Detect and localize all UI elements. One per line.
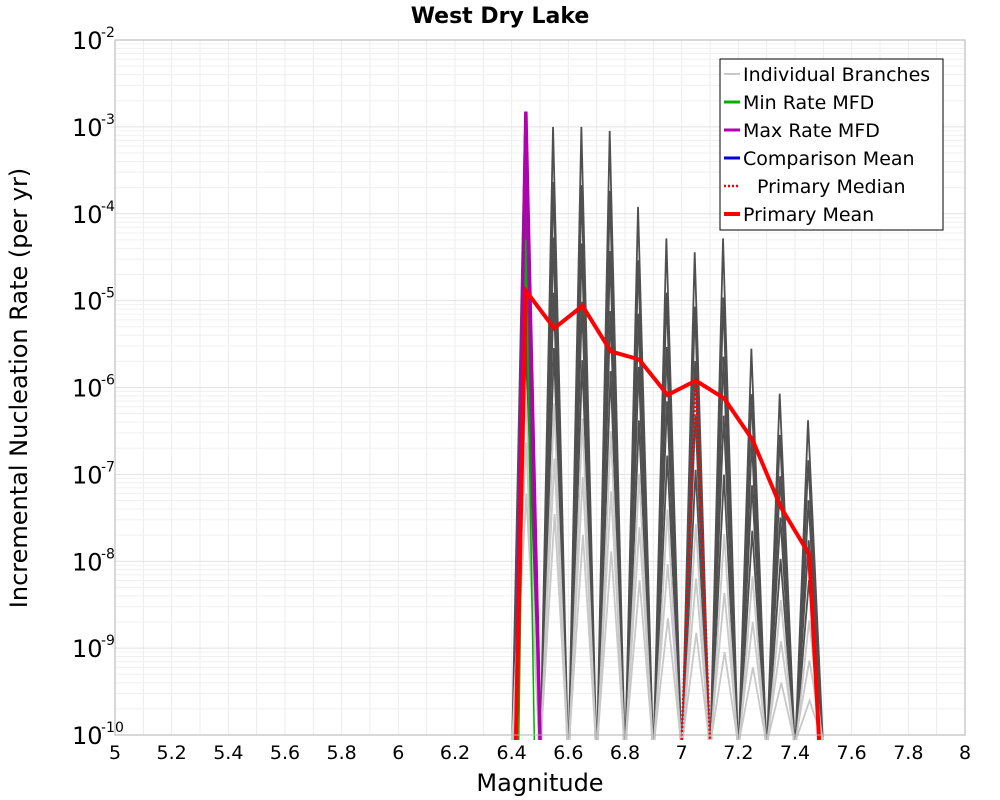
branch-spike: [539, 458, 569, 741]
y-tick-label: 10: [72, 635, 103, 663]
x-tick-label: 8: [959, 742, 971, 764]
individual-branches: [511, 126, 824, 741]
x-tick-label: 5.2: [157, 742, 187, 764]
legend-label: Comparison Mean: [743, 148, 915, 170]
x-tick-label: 7.4: [780, 742, 810, 764]
branch-spike: [795, 460, 824, 741]
x-tick-labels: 5 5.2 5.4 5.6 5.8 6 6.2 6.4 6.6 6.8 7 7.2 7.4 7.6 7.8 8: [109, 742, 971, 764]
x-tick-label: 5: [109, 742, 121, 764]
branch-spike: [738, 621, 767, 741]
branch-spike: [596, 551, 625, 741]
branch-spike: [710, 474, 739, 741]
branch-spike: [568, 360, 597, 741]
y-tick-label: 10: [72, 461, 103, 489]
branch-spike: [710, 533, 738, 741]
branch-spike: [738, 485, 767, 741]
legend: Individual Branches Min Rate MFD Max Rate …: [719, 58, 944, 231]
y-tick-exponent: -2: [101, 25, 115, 41]
y-tick-label: 10: [72, 548, 103, 576]
branch-spike: [710, 651, 739, 741]
y-tick-exponent: -6: [101, 373, 115, 389]
branch-spike: [540, 513, 569, 741]
branch-spike: [681, 632, 710, 741]
branch-spike: [596, 371, 625, 741]
branch-spike: [766, 682, 795, 741]
x-tick-label: 6.4: [497, 742, 527, 764]
branch-spike: [709, 592, 739, 741]
plot-frame: [114, 39, 966, 736]
branch-spike: [653, 401, 682, 741]
branch-spike: [738, 530, 767, 741]
y-tick-exponent: -4: [101, 199, 115, 215]
branch-spike: [767, 600, 795, 741]
legend-box: [719, 58, 944, 231]
y-tick-label: 10: [72, 114, 103, 142]
x-tick-label: 5.8: [327, 742, 357, 764]
branch-spike: [682, 524, 710, 741]
x-tick-label: 7.2: [723, 742, 753, 764]
legend-label: Primary Median: [757, 176, 906, 198]
y-tick-label: 10: [72, 375, 103, 403]
x-tick-label: 7.6: [837, 742, 867, 764]
y-tick-label: 10: [72, 722, 103, 750]
branch-spike: [738, 667, 767, 741]
x-tick-label: 6.2: [440, 742, 470, 764]
y-tick-label: 10: [72, 201, 103, 229]
x-tick-label: 7.8: [893, 742, 923, 764]
branch-spike: [624, 527, 654, 741]
y-axis-label: Incremental Nucleation Rate (per yr): [5, 168, 33, 608]
y-tick-exponent: -10: [101, 720, 124, 736]
branch-spike: [794, 540, 824, 741]
legend-label: Primary Mean: [743, 204, 874, 226]
branch-spike: [766, 641, 796, 741]
legend-label: Max Rate MFD: [743, 120, 880, 142]
x-tick-label: 5.6: [270, 742, 300, 764]
y-tick-exponent: -5: [101, 286, 115, 302]
x-axis-label: Magnitude: [476, 769, 603, 797]
branch-spike: [568, 476, 597, 741]
branch-spike: [625, 580, 654, 741]
y-tick-exponent: -3: [101, 112, 115, 128]
branch-spike: [568, 535, 597, 741]
legend-label: Min Rate MFD: [743, 92, 874, 114]
y-tick-exponent: -8: [101, 546, 115, 562]
y-tick-exponent: -7: [101, 459, 115, 475]
branch-spike: [653, 618, 682, 741]
chart-title: West Dry Lake: [411, 4, 590, 29]
y-tick-label: 10: [72, 288, 103, 316]
y-tick-label: 10: [72, 27, 103, 55]
branch-spike: [709, 415, 739, 741]
x-tick-label: 6.6: [553, 742, 583, 764]
x-tick-label: 6.8: [610, 742, 640, 764]
branch-spike: [738, 576, 767, 741]
x-tick-label: 5.4: [213, 742, 243, 764]
grid: [114, 40, 966, 736]
branch-spike: [653, 455, 682, 741]
branch-spike: [766, 517, 796, 741]
x-tick-label: 7: [676, 742, 688, 764]
branch-spike: [625, 420, 654, 741]
primary-mean-line: [513, 284, 822, 741]
branch-spike: [596, 491, 626, 741]
branch-spike: [681, 578, 711, 741]
branch-spike: [653, 564, 682, 741]
legend-label: Individual Branches: [743, 64, 930, 86]
y-tick-exponent: -9: [101, 633, 115, 649]
x-tick-label: 6: [392, 742, 404, 764]
branch-spike: [766, 558, 795, 741]
series-lines: [513, 111, 822, 741]
branch-spike: [681, 469, 710, 741]
